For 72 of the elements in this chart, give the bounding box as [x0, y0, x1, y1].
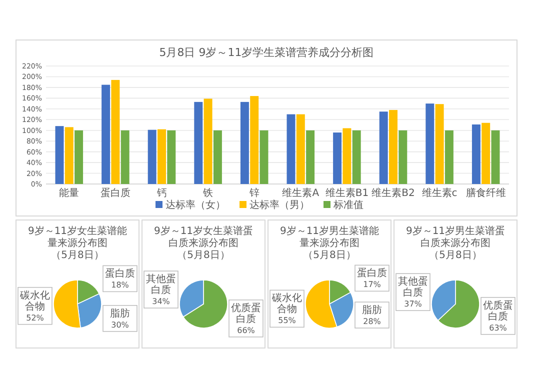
- chart-subtitle: （5月8日）: [177, 250, 230, 261]
- chart-subtitle: （5月8日）: [51, 250, 104, 261]
- slice-label: 碳水化合物: [19, 289, 50, 312]
- x-tick-label: 能量: [59, 187, 80, 199]
- bar: [213, 130, 222, 184]
- chart-title: 9岁～11岁女生菜谱蛋白质来源分布图: [154, 225, 254, 249]
- chart-title: 9岁～11岁男生菜谱蛋白质来源分布图: [406, 225, 506, 249]
- data-label: 52%: [26, 313, 44, 322]
- data-label: 63%: [489, 323, 508, 332]
- bar: [306, 130, 315, 184]
- bar: [435, 104, 444, 184]
- bar: [120, 130, 130, 184]
- bar: [55, 126, 64, 184]
- bar: [204, 98, 212, 184]
- bar: [426, 104, 434, 184]
- data-label: 28%: [363, 317, 382, 326]
- bar: [296, 114, 305, 184]
- x-tick-label: 钙: [156, 188, 167, 199]
- legend-label: 达标率（女）: [166, 199, 226, 211]
- bar: [482, 122, 490, 184]
- data-label: 18%: [111, 280, 130, 290]
- bar: [472, 124, 480, 184]
- x-tick-label: 膳食纤维: [466, 187, 506, 199]
- data-label: 17%: [363, 280, 382, 290]
- bar: [379, 112, 388, 184]
- data-label: 37%: [404, 300, 422, 309]
- data-label: 66%: [237, 326, 256, 335]
- chart-title: 9岁～11岁女生菜谱能量来源分布图: [28, 225, 128, 249]
- bar: [167, 130, 176, 184]
- bar: [64, 127, 74, 184]
- data-label: 55%: [278, 316, 296, 326]
- bar: [444, 130, 454, 184]
- bar: [111, 80, 120, 184]
- slice-label: 优质蛋白质: [483, 299, 513, 322]
- slice-label: 碳水化合物: [271, 292, 302, 316]
- bar: [342, 128, 352, 184]
- x-tick-label: 维生素B1: [325, 187, 369, 199]
- bar: [491, 130, 500, 184]
- slice-label: 脂肪: [362, 304, 382, 316]
- bar: [250, 96, 259, 184]
- bar: [240, 102, 249, 184]
- bar: [158, 129, 166, 184]
- bar: [260, 130, 268, 184]
- x-tick-label: 维生素c: [422, 187, 458, 199]
- bar: [389, 110, 398, 184]
- bar: [102, 84, 110, 184]
- chart-subtitle: （5月8日）: [429, 250, 482, 261]
- slice-label: 优质蛋白质: [231, 302, 261, 325]
- bar: [333, 132, 342, 184]
- slice-label: 其他蛋白质: [398, 276, 428, 299]
- bar: [74, 130, 84, 184]
- chart-title: 9岁～11岁男生菜谱能量来源分布图: [280, 225, 380, 249]
- x-tick-label: 铁: [202, 187, 214, 199]
- slice-label: 蛋白质: [105, 268, 135, 280]
- bar: [148, 130, 156, 184]
- x-tick-label: 维生素A: [282, 187, 320, 199]
- chart-subtitle: （5月8日）: [303, 250, 356, 261]
- data-label: 30%: [111, 320, 130, 330]
- legend-label: 达标率（男）: [250, 199, 310, 211]
- bar: [194, 102, 203, 184]
- legend-label: 标准值: [332, 199, 364, 211]
- chart-title: 5月8日 9岁～11岁学生菜谱营养成分分析图: [159, 46, 374, 59]
- x-tick-label: 蛋白质: [100, 187, 130, 199]
- slice-label: 其他蛋白质: [146, 273, 176, 296]
- bar: [398, 130, 408, 184]
- slice-label: 蛋白质: [357, 267, 387, 280]
- x-tick-label: 维生素B2: [372, 187, 415, 199]
- data-label: 34%: [152, 297, 170, 306]
- x-tick-label: 锌: [248, 187, 260, 199]
- slice-label: 脂肪: [110, 307, 130, 320]
- bar: [286, 114, 296, 184]
- bar: [352, 130, 361, 184]
